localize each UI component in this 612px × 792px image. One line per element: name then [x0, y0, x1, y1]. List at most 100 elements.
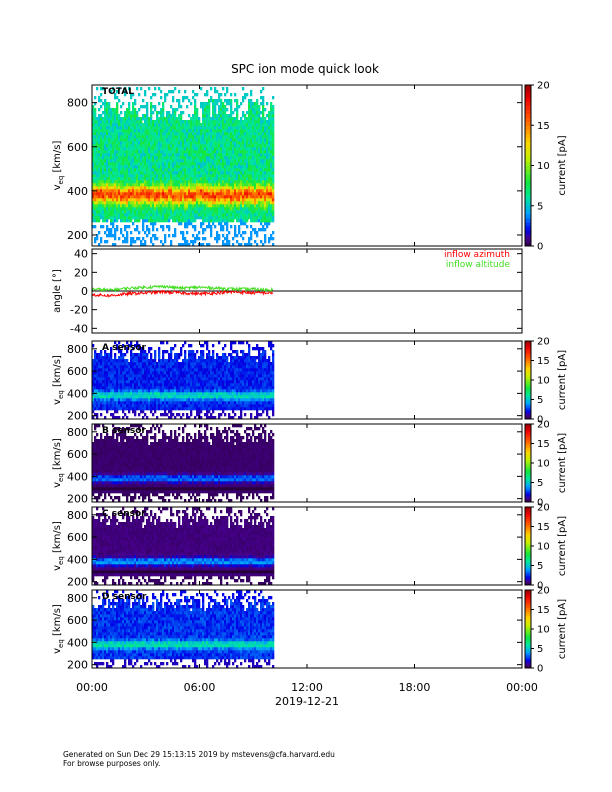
- heatmap-cell: [132, 201, 135, 205]
- heatmap-cell: [140, 389, 143, 393]
- heatmap-cell: [190, 413, 193, 417]
- heatmap-cell: [264, 147, 267, 151]
- heatmap-cell: [210, 165, 213, 169]
- heatmap-cell: [202, 120, 205, 124]
- heatmap-cell: [230, 165, 233, 169]
- heatmap-cell: [156, 153, 159, 157]
- heatmap-cell: [162, 111, 165, 115]
- heatmap-cell: [228, 171, 231, 175]
- heatmap-cell: [150, 168, 153, 172]
- heatmap-cell: [94, 195, 97, 199]
- heatmap-cell: [254, 189, 257, 193]
- heatmap-cell: [132, 183, 135, 187]
- heatmap-cell: [162, 216, 165, 220]
- heatmap-cell: [122, 153, 125, 157]
- heatmap-cell: [180, 189, 183, 193]
- heatmap-cell: [100, 365, 103, 369]
- heatmap-cell: [242, 111, 245, 115]
- heatmap-cell: [110, 368, 113, 372]
- heatmap-cell: [184, 90, 187, 94]
- heatmap-cell: [136, 150, 139, 154]
- heatmap-cell: [114, 365, 117, 369]
- heatmap-cell: [246, 111, 249, 115]
- heatmap-cell: [100, 383, 103, 387]
- heatmap-cell: [242, 123, 245, 127]
- heatmap-cell: [254, 192, 257, 196]
- heatmap-cell: [268, 120, 271, 124]
- heatmap-cell: [108, 195, 111, 199]
- heatmap-cell: [164, 195, 167, 199]
- heatmap-cell: [138, 159, 141, 163]
- heatmap-cell: [230, 102, 233, 106]
- heatmap-cell: [158, 395, 161, 399]
- heatmap-cell: [142, 204, 145, 208]
- heatmap-cell: [256, 213, 259, 217]
- heatmap-cell: [92, 174, 95, 178]
- heatmap-cell: [162, 189, 165, 193]
- heatmap-cell: [262, 117, 265, 121]
- heatmap-cell: [240, 150, 243, 154]
- heatmap-cell: [98, 162, 101, 166]
- heatmap-cell: [182, 168, 185, 172]
- heatmap-cell: [214, 195, 217, 199]
- heatmap-cell: [94, 404, 97, 408]
- heatmap-cell: [226, 186, 229, 190]
- heatmap-cell: [158, 102, 161, 106]
- heatmap-cell: [196, 377, 199, 381]
- heatmap-cell: [272, 183, 275, 187]
- heatmap-cell: [170, 195, 173, 199]
- heatmap-cell: [170, 380, 173, 384]
- heatmap-cell: [134, 407, 137, 411]
- heatmap-cell: [166, 138, 169, 142]
- heatmap-cell: [144, 368, 147, 372]
- heatmap-cell: [124, 141, 127, 145]
- heatmap-cell: [146, 225, 149, 229]
- heatmap-cell: [146, 404, 149, 408]
- heatmap-cell: [138, 201, 141, 205]
- heatmap-cell: [116, 410, 119, 414]
- heatmap-cell: [192, 392, 195, 396]
- heatmap-cell: [256, 210, 259, 214]
- heatmap-cell: [208, 147, 211, 151]
- heatmap-cell: [248, 201, 251, 205]
- heatmap-cell: [160, 174, 163, 178]
- heatmap-cell: [258, 186, 261, 190]
- heatmap-cell: [226, 213, 229, 217]
- heatmap-cell: [152, 132, 155, 136]
- heatmap-cell: [164, 386, 167, 390]
- heatmap-cell: [228, 189, 231, 193]
- heatmap-cell: [190, 156, 193, 160]
- heatmap-cell: [100, 99, 103, 103]
- heatmap-cell: [122, 168, 125, 172]
- heatmap-cell: [194, 353, 197, 357]
- heatmap-cell: [134, 123, 137, 127]
- heatmap-cell: [162, 123, 165, 127]
- heatmap-cell: [240, 234, 243, 238]
- heatmap-cell: [256, 243, 259, 247]
- y-tick-label: 40: [74, 248, 88, 261]
- heatmap-cell: [256, 207, 259, 211]
- heatmap-cell: [128, 156, 131, 160]
- heatmap-cell: [270, 237, 273, 241]
- heatmap-cell: [102, 356, 105, 360]
- heatmap-cell: [190, 216, 193, 220]
- heatmap-cell: [226, 243, 229, 247]
- heatmap-cell: [114, 398, 117, 402]
- heatmap-cell: [122, 186, 125, 190]
- heatmap-cell: [120, 359, 123, 363]
- heatmap-cell: [100, 362, 103, 366]
- heatmap-cell: [268, 111, 271, 115]
- heatmap-cell: [188, 219, 191, 223]
- heatmap-cell: [130, 353, 133, 357]
- heatmap-cell: [114, 165, 117, 169]
- heatmap-cell: [104, 186, 107, 190]
- heatmap-cell: [92, 207, 95, 211]
- heatmap-cell: [162, 102, 165, 106]
- heatmap-cell: [108, 186, 111, 190]
- heatmap-cell: [224, 168, 227, 172]
- heatmap-cell: [218, 192, 221, 196]
- heatmap-cell: [228, 231, 231, 235]
- heatmap-cell: [176, 120, 179, 124]
- heatmap-cell: [146, 371, 149, 375]
- heatmap-cell: [126, 114, 129, 118]
